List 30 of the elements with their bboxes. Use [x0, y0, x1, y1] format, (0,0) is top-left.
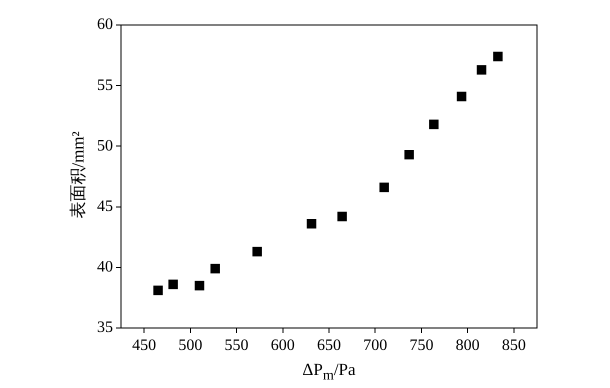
x-tick-label: 750: [409, 336, 434, 354]
x-axis-title: ΔP$_{m}$/Pa: [301, 360, 357, 384]
y-tick-label: 60: [97, 16, 113, 34]
y-axis-title: 表面积/mm²: [68, 131, 88, 219]
point: [210, 264, 220, 274]
x-tick-label: 800: [456, 336, 480, 354]
x-tick-label: 500: [178, 336, 202, 354]
x-tick-label: 850: [502, 336, 526, 354]
point: [429, 120, 439, 130]
point: [456, 92, 466, 102]
point: [493, 52, 503, 62]
y-tick-label: 55: [97, 76, 113, 94]
point: [476, 65, 486, 75]
point: [153, 286, 163, 296]
point: [168, 280, 178, 290]
point: [252, 246, 262, 256]
x-tick-label: 450: [132, 336, 156, 354]
y-tick-label: 45: [97, 198, 113, 216]
point: [306, 219, 316, 229]
point: [404, 150, 414, 160]
y-tick-label: 40: [97, 258, 113, 276]
point: [194, 280, 204, 290]
x-tick-label: 550: [224, 336, 249, 354]
y-tick-label: 35: [97, 319, 113, 336]
x-tick-label: 650: [317, 336, 341, 354]
y-tick-label: 50: [97, 137, 113, 154]
x-tick-label: 600: [270, 336, 295, 354]
x-tick-label: 700: [363, 336, 388, 354]
point: [379, 182, 389, 192]
point: [337, 212, 347, 222]
